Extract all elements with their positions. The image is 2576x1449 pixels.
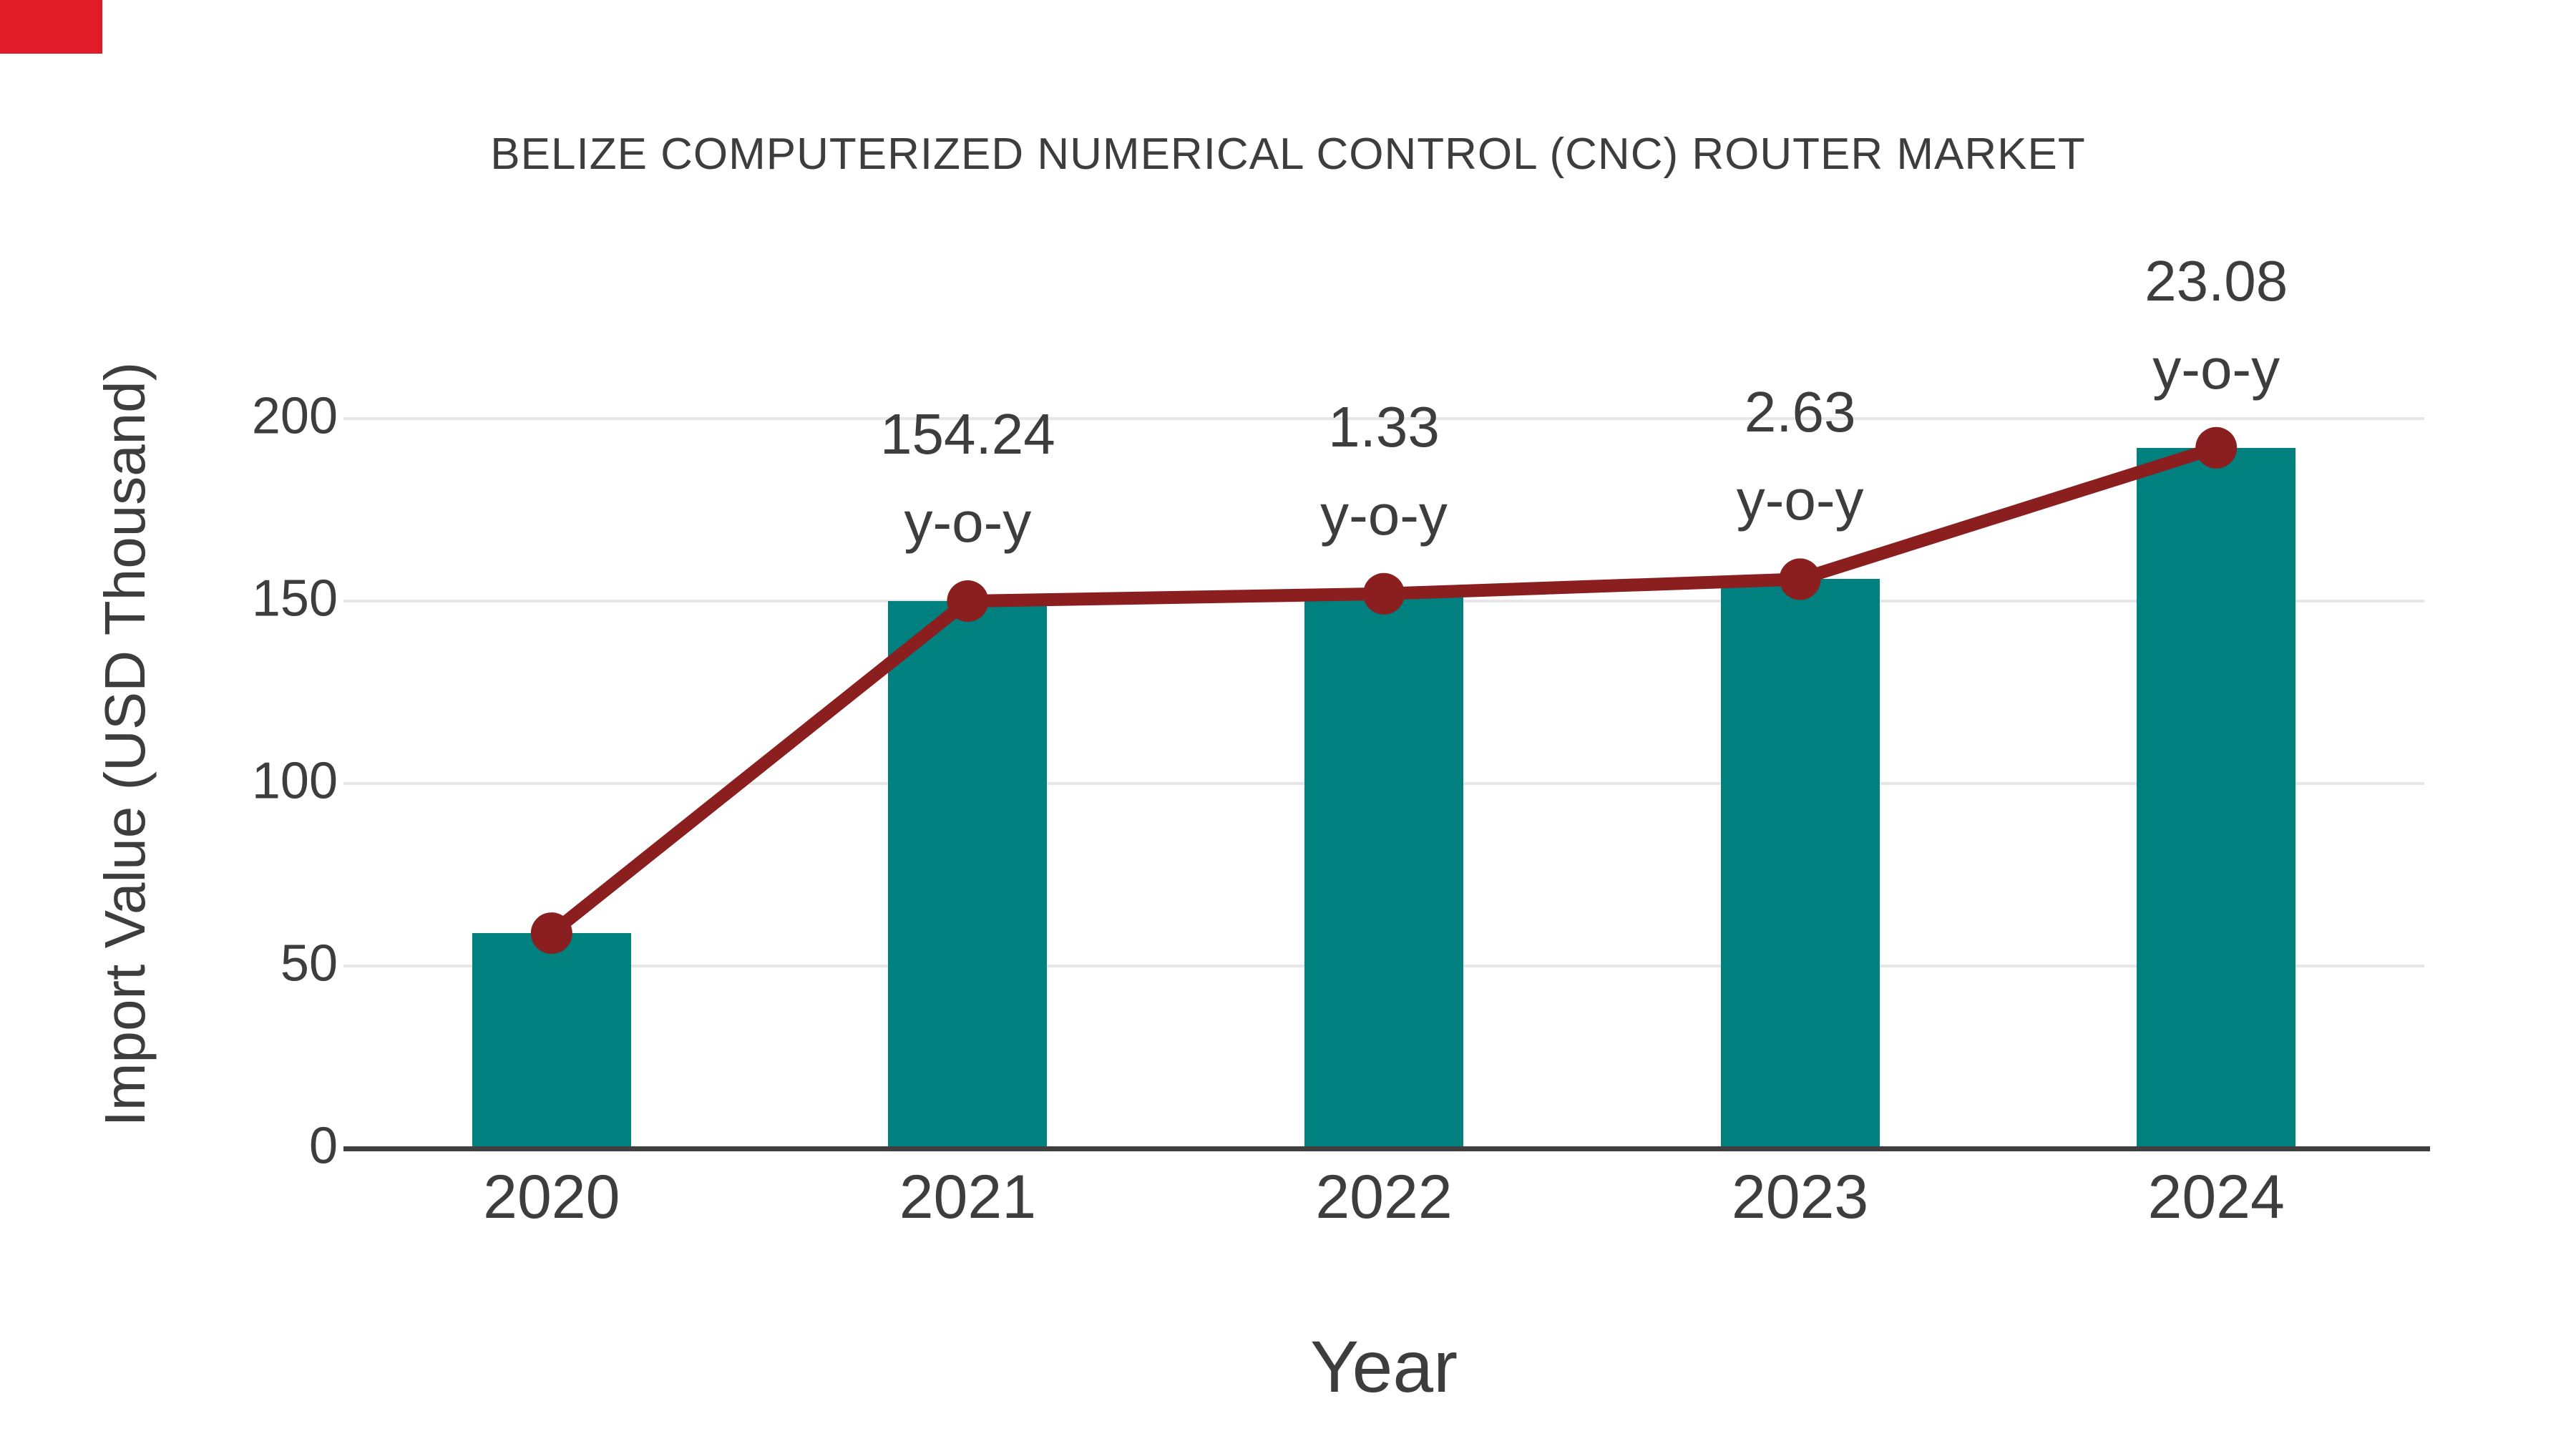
- y-tick-label-50: 50: [280, 935, 338, 992]
- annotation-value: 23.08: [2145, 248, 2288, 313]
- annotation-2022: 1.33 y-o-y: [1155, 383, 1613, 559]
- chart-title: BELIZE COMPUTERIZED NUMERICAL CONTROL (C…: [490, 130, 2086, 179]
- recording-indicator: [0, 0, 102, 54]
- annotation-value: 154.24: [880, 402, 1055, 466]
- annotation-2023: 2.63 y-o-y: [1571, 368, 2029, 544]
- y-tick-label-100: 100: [251, 752, 338, 810]
- x-tick-label-2024: 2024: [2147, 1163, 2285, 1231]
- trend-marker-2023: [1779, 558, 1821, 600]
- annotation-suffix: y-o-y: [904, 490, 1032, 554]
- annotation-suffix: y-o-y: [1736, 468, 1864, 532]
- x-axis-title: Year: [1309, 1326, 1458, 1407]
- bar-2020: [472, 933, 631, 1148]
- bar-2024: [2137, 447, 2296, 1148]
- annotation-2024: 23.08 y-o-y: [1987, 237, 2445, 413]
- annotation-suffix: y-o-y: [2152, 336, 2280, 401]
- trend-marker-2022: [1363, 572, 1405, 615]
- x-tick-label-2023: 2023: [1731, 1163, 1869, 1231]
- gridline-200: [343, 417, 2424, 420]
- annotation-value: 1.33: [1328, 394, 1440, 459]
- x-tick-label-2022: 2022: [1315, 1163, 1453, 1231]
- x-tick-label-2020: 2020: [483, 1163, 620, 1231]
- y-tick-label-200: 200: [251, 387, 338, 445]
- annotation-value: 2.63: [1744, 380, 1856, 444]
- y-tick-label-150: 150: [251, 570, 338, 628]
- bar-2022: [1304, 593, 1463, 1148]
- bar-2021: [888, 601, 1048, 1148]
- y-tick-label-0: 0: [308, 1117, 338, 1175]
- trend-marker-2024: [2195, 426, 2238, 469]
- trend-line: [547, 441, 2218, 939]
- x-axis-line: [343, 1146, 2430, 1151]
- annotation-suffix: y-o-y: [1320, 482, 1448, 547]
- bar-2023: [1720, 579, 1880, 1148]
- trend-marker-2020: [530, 912, 572, 955]
- trend-marker-2021: [947, 580, 989, 622]
- annotation-2021: 154.24 y-o-y: [738, 390, 1196, 566]
- x-tick-label-2021: 2021: [899, 1163, 1037, 1231]
